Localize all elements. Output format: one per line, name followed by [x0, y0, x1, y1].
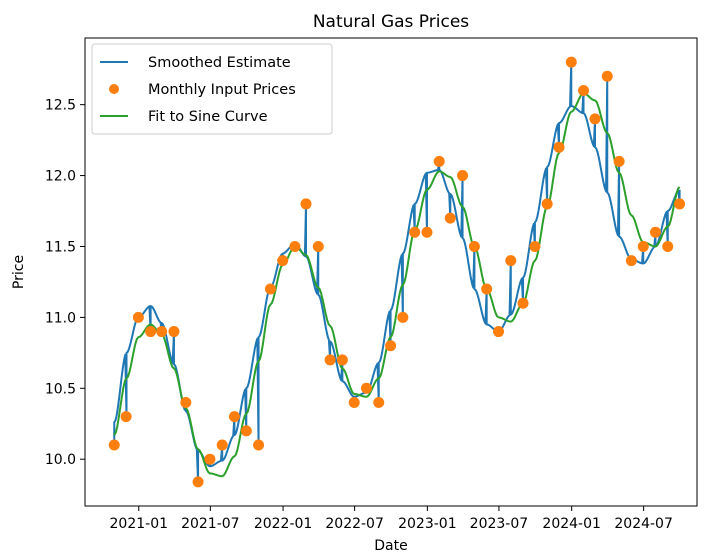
legend-swatch-points — [109, 84, 119, 94]
x-tick-label: 2021-07 — [181, 516, 240, 532]
data-point — [180, 396, 192, 408]
data-point — [589, 113, 601, 125]
y-tick-label: 11.5 — [45, 239, 76, 255]
data-point — [421, 226, 433, 238]
data-point — [613, 155, 625, 167]
data-point — [468, 240, 480, 252]
data-point — [529, 240, 541, 252]
x-tick-label: 2021-01 — [110, 516, 169, 532]
data-point — [300, 198, 312, 210]
data-point — [289, 240, 301, 252]
data-point — [578, 84, 590, 96]
data-point — [649, 226, 661, 238]
data-point — [481, 283, 493, 295]
legend-label-smoothed: Smoothed Estimate — [148, 55, 291, 71]
data-point — [240, 425, 252, 437]
x-axis-title: Date — [374, 538, 407, 554]
legend: Smoothed Estimate Monthly Input Prices F… — [91, 43, 333, 135]
data-point — [373, 396, 385, 408]
data-point — [312, 240, 324, 252]
chart-title: Natural Gas Prices — [313, 12, 469, 32]
data-point — [204, 453, 216, 465]
data-point — [216, 439, 228, 451]
data-point — [168, 326, 180, 338]
data-point — [541, 198, 553, 210]
data-point — [277, 255, 289, 267]
data-point — [145, 326, 157, 338]
y-tick-label: 10.5 — [45, 381, 76, 397]
data-point — [228, 411, 240, 423]
data-point — [108, 439, 120, 451]
data-point — [264, 283, 276, 295]
y-axis: 10.0 10.5 11.0 11.5 12.0 12.5 — [45, 98, 85, 468]
y-tick-label: 12.5 — [45, 98, 76, 114]
data-point — [505, 255, 517, 267]
data-point — [409, 226, 421, 238]
data-point — [553, 141, 565, 153]
x-tick-label: 2023-07 — [470, 516, 529, 532]
x-tick-label: 2023-01 — [398, 516, 457, 532]
data-point — [493, 326, 505, 338]
data-point — [253, 439, 265, 451]
x-tick-label: 2022-07 — [325, 516, 384, 532]
data-point — [348, 396, 360, 408]
y-tick-label: 10.0 — [45, 452, 76, 468]
plot-area — [108, 56, 686, 488]
data-point — [192, 476, 204, 488]
legend-label-points: Monthly Input Prices — [148, 82, 296, 98]
x-axis: 2021-01 2021-07 2022-01 2022-07 2023-01 2023-… — [110, 506, 673, 532]
y-axis-title: Price — [11, 255, 27, 289]
legend-label-fit: Fit to Sine Curve — [148, 109, 268, 125]
data-point — [132, 311, 144, 323]
data-point — [674, 198, 686, 210]
data-point — [457, 170, 469, 182]
y-tick-label: 12.0 — [45, 169, 76, 185]
x-tick-label: 2024-07 — [614, 516, 673, 532]
legend-box — [91, 43, 333, 135]
data-point — [385, 340, 397, 352]
series-smoothed-estimate — [113, 61, 681, 483]
data-point — [637, 240, 649, 252]
data-point — [360, 382, 372, 394]
data-point — [444, 212, 456, 224]
y-tick-label: 11.0 — [45, 310, 76, 326]
data-point — [120, 411, 132, 423]
data-point — [156, 326, 168, 338]
data-point — [517, 297, 529, 309]
data-point — [336, 354, 348, 366]
data-point — [397, 311, 409, 323]
data-point — [625, 255, 637, 267]
axes-frame — [84, 37, 698, 507]
x-tick-label: 2022-01 — [254, 516, 313, 532]
data-point — [433, 155, 445, 167]
x-tick-label: 2024-01 — [542, 516, 601, 532]
data-point — [662, 240, 674, 252]
data-point — [565, 56, 577, 68]
data-point — [324, 354, 336, 366]
data-point — [601, 70, 613, 82]
